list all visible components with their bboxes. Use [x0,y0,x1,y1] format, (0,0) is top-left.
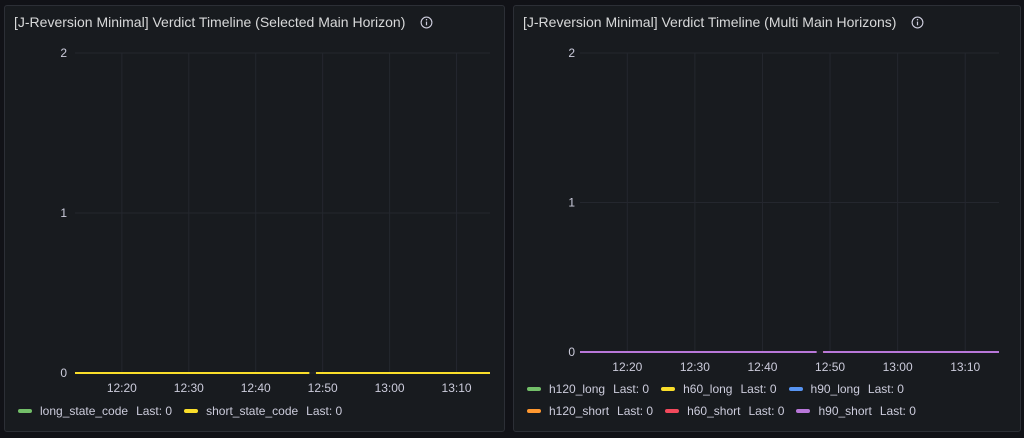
x-tick-label: 12:30 [680,360,710,374]
chart-selected-main-horizon[interactable]: 0 1 2 12:20 12:30 12:40 12:50 13:00 13:10 [5,6,506,401]
y-tick-label: 1 [60,206,67,220]
x-tick-label: 12:20 [612,360,642,374]
legend-series-name: h90_short [818,404,872,418]
legend-swatch [788,387,803,391]
legend-swatch [661,387,676,391]
legend-last-value: Last: 0 [617,404,654,418]
legend-swatch [796,409,811,413]
legend-item-h60-long[interactable]: h60_long Last: 0 [661,382,777,396]
panel-header[interactable]: [J-Reversion Minimal] Verdict Timeline (… [5,6,504,38]
chart-multi-main-horizons[interactable]: 0 1 2 12:20 12:30 12:40 12:50 13:00 13:10 [514,6,1022,386]
x-tick-label: 13:00 [375,381,405,395]
panel-header[interactable]: [J-Reversion Minimal] Verdict Timeline (… [514,6,1020,38]
legend-series-name: h90_long [810,382,860,396]
x-tick-label: 12:40 [241,381,271,395]
legend-last-value: Last: 0 [306,404,343,418]
legend-series-name: long_state_code [40,404,129,418]
panel-title: [J-Reversion Minimal] Verdict Timeline (… [14,14,406,30]
legend-series-name: short_state_code [206,404,299,418]
legend-series-name: h60_short [687,404,741,418]
legend-row: h120_short Last: 0 h60_short Last: 0 h90_sho… [527,400,928,422]
y-tick-label: 2 [60,46,67,60]
x-tick-label: 12:50 [308,381,338,395]
y-tick-label: 2 [568,46,575,60]
x-tick-label: 13:10 [950,360,980,374]
legend-series-name: h120_long [549,382,606,396]
y-tick-label: 0 [568,345,575,359]
legend-item-long-state-code[interactable]: long_state_code Last: 0 [18,404,172,418]
panel-title: [J-Reversion Minimal] Verdict Timeline (… [523,14,897,30]
legend-item-h120-long[interactable]: h120_long Last: 0 [527,382,649,396]
legend-swatch [527,409,541,413]
x-tick-label: 13:10 [442,381,472,395]
legend-last-value: Last: 0 [748,404,785,418]
legend-last-value: Last: 0 [867,382,904,396]
panel-selected-main-horizon[interactable]: [J-Reversion Minimal] Verdict Timeline (… [4,5,505,432]
legend-row: h120_long Last: 0 h60_long Last: 0 h90_long L… [527,378,928,400]
legend-item-h120-short[interactable]: h120_short Last: 0 [527,404,653,418]
info-icon[interactable] [911,16,924,29]
legend-series-name: h60_long [683,382,733,396]
panel-multi-main-horizons[interactable]: [J-Reversion Minimal] Verdict Timeline (… [513,5,1021,432]
y-tick-label: 1 [568,196,575,210]
x-tick-label: 12:50 [815,360,845,374]
legend-swatch [18,409,32,413]
legend-item-h90-short[interactable]: h90_short Last: 0 [796,404,916,418]
legend-last-value: Last: 0 [879,404,916,418]
legend-item-h90-long[interactable]: h90_long Last: 0 [788,382,904,396]
legend-swatch [665,409,680,413]
x-tick-label: 12:30 [174,381,204,395]
x-tick-label: 13:00 [883,360,913,374]
y-tick-label: 0 [60,366,67,380]
legend-swatch [184,409,199,413]
legend-last-value: Last: 0 [613,382,650,396]
legend-item-h60-short[interactable]: h60_short Last: 0 [665,404,784,418]
legend-series-name: h120_short [549,404,610,418]
legend-last-value: Last: 0 [136,404,173,418]
legend-row: long_state_code Last: 0 short_state_code La… [18,400,354,422]
legend: h120_long Last: 0 h60_long Last: 0 h90_long L… [527,378,928,422]
legend-swatch [527,387,541,391]
info-icon[interactable] [420,16,433,29]
x-tick-label: 12:20 [107,381,137,395]
legend: long_state_code Last: 0 short_state_code La… [18,400,354,422]
legend-item-short-state-code[interactable]: short_state_code Last: 0 [184,404,342,418]
legend-last-value: Last: 0 [740,382,777,396]
x-tick-label: 12:40 [747,360,777,374]
